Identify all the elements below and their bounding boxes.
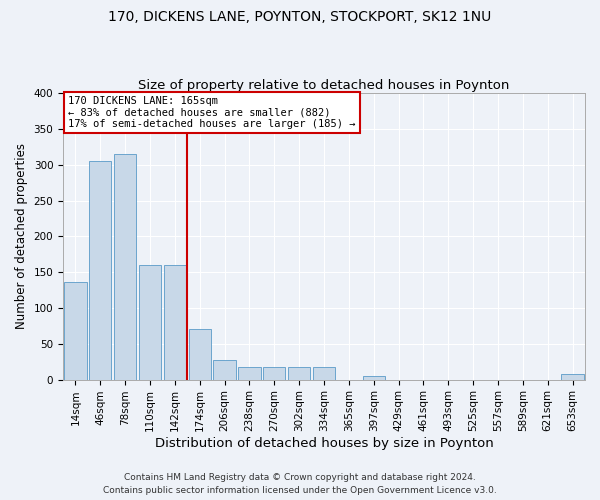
Bar (362, 376, 385, 380)
Bar (164, 265, 186, 380)
Bar (64, 282, 86, 380)
Title: Size of property relative to detached houses in Poynton: Size of property relative to detached ho… (139, 79, 510, 92)
Bar (214, 360, 236, 380)
Bar (114, 154, 136, 380)
Bar (139, 265, 161, 380)
Y-axis label: Number of detached properties: Number of detached properties (15, 144, 28, 330)
Bar (89, 161, 112, 380)
Bar (263, 366, 286, 380)
Bar (238, 366, 260, 380)
Bar (288, 366, 310, 380)
Bar (562, 374, 584, 380)
Text: Contains HM Land Registry data © Crown copyright and database right 2024.
Contai: Contains HM Land Registry data © Crown c… (103, 474, 497, 495)
Text: 170 DICKENS LANE: 165sqm
← 83% of detached houses are smaller (882)
17% of semi-: 170 DICKENS LANE: 165sqm ← 83% of detach… (68, 96, 356, 129)
X-axis label: Distribution of detached houses by size in Poynton: Distribution of detached houses by size … (155, 437, 493, 450)
Bar (313, 366, 335, 380)
Bar (188, 330, 211, 380)
Text: 170, DICKENS LANE, POYNTON, STOCKPORT, SK12 1NU: 170, DICKENS LANE, POYNTON, STOCKPORT, S… (109, 10, 491, 24)
